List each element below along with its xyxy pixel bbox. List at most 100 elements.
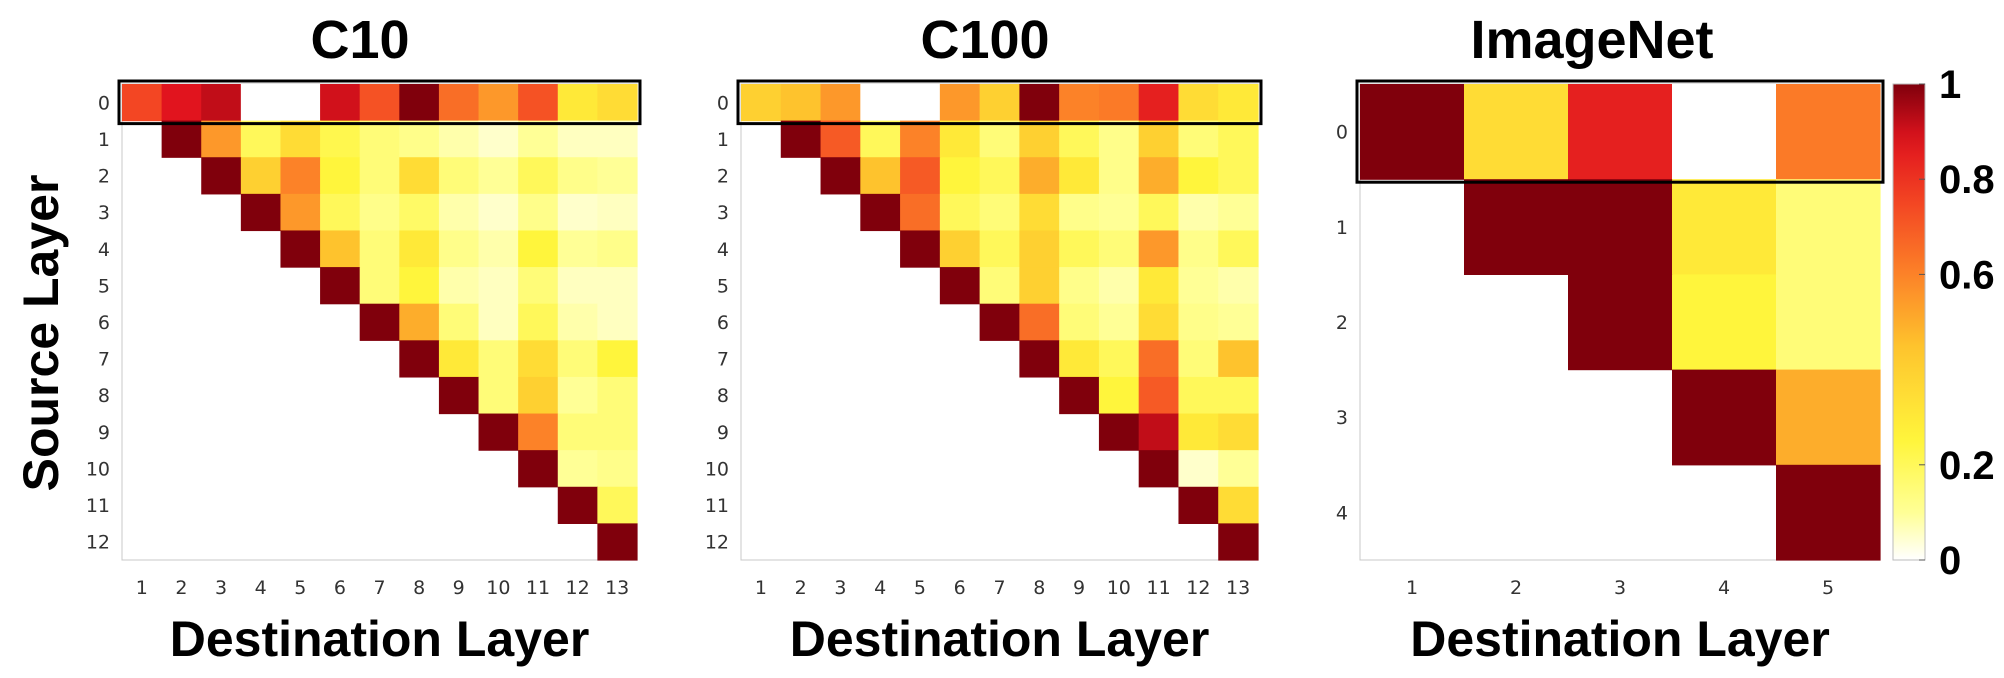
- heatmap-cell: [597, 84, 638, 122]
- heatmap-cell: [1218, 157, 1259, 195]
- heatmap-cell: [518, 120, 559, 158]
- heatmap-cell: [1019, 267, 1060, 305]
- x-tick-label: 4: [1718, 577, 1730, 599]
- heatmap-cell: [1138, 120, 1180, 158]
- heatmap-cell: [1218, 84, 1259, 122]
- heatmap-cell: [900, 120, 941, 158]
- heatmap-cell: [1218, 340, 1259, 378]
- heatmap-cell: [1178, 120, 1219, 158]
- y-tick-label: 8: [98, 385, 110, 407]
- x-tick-label: 2: [175, 577, 187, 599]
- heatmap-cell: [1178, 340, 1219, 378]
- heatmap-cell: [780, 84, 822, 122]
- y-tick-label: 11: [86, 495, 110, 517]
- heatmap-cell: [1098, 376, 1140, 415]
- heatmap-cell: [201, 120, 242, 158]
- heatmap-cell: [1059, 303, 1100, 341]
- y-tick-label: 12: [86, 532, 110, 554]
- heatmap-cell: [478, 267, 519, 305]
- y-tick-label: 3: [717, 202, 729, 224]
- colorbar-gradient: [1892, 83, 1926, 561]
- heatmap-cell: [1672, 369, 1777, 466]
- heatmap-cell: [939, 157, 981, 195]
- heatmap-cell: [557, 267, 598, 305]
- heatmap-cell: [597, 340, 638, 378]
- heatmap-cell: [1218, 450, 1259, 488]
- y-tick-label: 12: [705, 532, 729, 554]
- x-tick-label: 5: [914, 577, 926, 599]
- x-axis-label: Destination Layer: [1410, 611, 1830, 667]
- heatmap-cell: [1019, 120, 1060, 158]
- heatmap-cell: [1019, 303, 1060, 341]
- heatmap-imagenet: ImageNet 1 2 3 4 5 0 1 2 3 4 Destination Layer: [1336, 10, 1885, 667]
- heatmap-cell: [399, 84, 440, 122]
- heatmap-cell: [597, 413, 638, 451]
- x-tick-label: 10: [1107, 577, 1131, 599]
- heatmap-cell: [557, 303, 598, 341]
- heatmap-cell: [597, 486, 638, 524]
- chart-title: ImageNet: [1470, 10, 1713, 70]
- x-tick-label: 3: [1614, 577, 1626, 599]
- x-tick-label: 4: [874, 577, 886, 599]
- heatmap-cell: [438, 84, 480, 122]
- heatmap-cell: [1019, 230, 1060, 268]
- heatmap-cell: [359, 157, 400, 195]
- heatmap-cell: [860, 120, 901, 158]
- x-tick-label: 1: [136, 577, 148, 599]
- heatmap-cell: [1218, 230, 1259, 268]
- heatmap-cell: [1218, 303, 1259, 341]
- heatmap-cell: [280, 120, 321, 158]
- heatmap-cell: [1672, 179, 1777, 275]
- heatmap-cell: [900, 157, 941, 195]
- y-tick-label: 7: [717, 349, 729, 371]
- heatmap-cell: [1218, 120, 1259, 158]
- highlight-row-outline: [117, 79, 642, 126]
- heatmap-cell: [979, 157, 1020, 195]
- heatmap-cell: [438, 120, 480, 158]
- y-tick-label: 0: [98, 92, 110, 114]
- y-tick-label: 2: [1336, 312, 1348, 334]
- heatmap-cell: [1019, 157, 1060, 195]
- heatmap-cell: [1178, 157, 1219, 195]
- x-tick-label: 7: [373, 577, 385, 599]
- heatmap-cell: [939, 120, 981, 158]
- x-tick-label: 7: [993, 577, 1005, 599]
- heatmap-cell: [1178, 84, 1219, 122]
- heatmap-cell: [780, 120, 822, 158]
- heatmap-cell: [1059, 84, 1100, 122]
- heatmap-cell: [557, 230, 598, 268]
- heatmap-cell: [939, 230, 981, 268]
- x-tick-label: 1: [755, 577, 767, 599]
- heatmap-cell: [900, 230, 941, 268]
- heatmap-cell: [1178, 450, 1219, 488]
- heatmap-cell: [399, 267, 440, 305]
- heatmap-cell: [597, 193, 638, 232]
- heatmap-cell: [1138, 193, 1180, 232]
- heatmap-cell: [597, 523, 638, 561]
- x-tick-label: 4: [255, 577, 267, 599]
- heatmap-cell: [1138, 413, 1180, 451]
- heatmap-cell: [201, 157, 242, 195]
- heatmap-cell: [557, 450, 598, 488]
- heatmap-cell: [201, 84, 242, 122]
- heatmap-cell: [557, 120, 598, 158]
- heatmap-cell: [1218, 193, 1259, 232]
- heatmap-cell: [1178, 193, 1219, 232]
- heatmap-cell: [1138, 450, 1180, 488]
- colorbar-tick-label: 1: [1939, 63, 1961, 107]
- heatmap-cell: [1464, 179, 1569, 275]
- y-tick-label: 5: [98, 275, 110, 297]
- heatmap-cell: [1218, 486, 1259, 524]
- heatmap-cell: [1098, 193, 1140, 232]
- heatmap-cell: [438, 157, 480, 195]
- heatmap-cell: [478, 413, 519, 451]
- x-tick-label: 11: [526, 577, 550, 599]
- x-tick-label: 2: [1510, 577, 1522, 599]
- heatmap-cell: [1138, 376, 1180, 415]
- heatmap-cell: [518, 303, 559, 341]
- heatmap-cell: [359, 120, 400, 158]
- heatmap-cell: [1138, 303, 1180, 341]
- heatmap-cell: [1098, 84, 1140, 122]
- y-tick-label: 9: [98, 422, 110, 444]
